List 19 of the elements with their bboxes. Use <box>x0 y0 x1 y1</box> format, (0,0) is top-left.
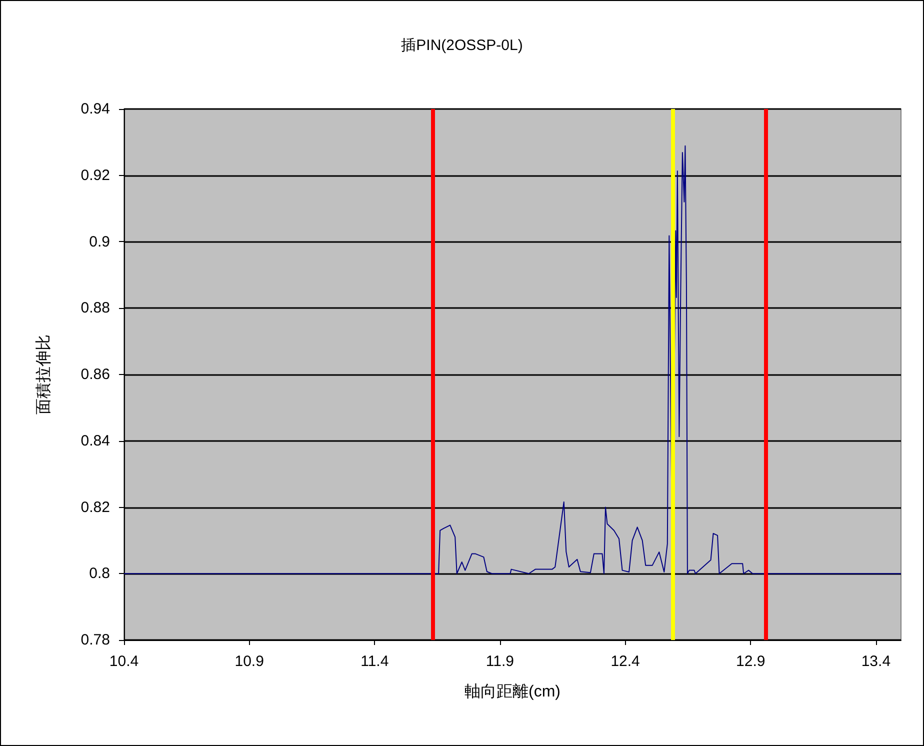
y-tick-label: 0.92 <box>80 166 110 184</box>
x-tick-label: 13.4 <box>861 653 891 670</box>
x-tick-label: 10.9 <box>234 653 264 670</box>
y-axis-title: 面積拉伸比 <box>34 334 52 414</box>
x-tick-label: 12.4 <box>610 653 640 670</box>
y-tick-label: 0.86 <box>80 366 110 383</box>
y-tick-label: 0.88 <box>80 300 110 317</box>
x-tick-label: 11.9 <box>486 653 514 670</box>
y-tick-label: 0.84 <box>80 432 110 450</box>
y-tick-label: 0.82 <box>80 498 110 516</box>
y-tick-label: 0.94 <box>80 100 110 118</box>
x-tick-label: 11.4 <box>360 653 389 670</box>
chart-title: 插PIN(2OSSP-0L) <box>401 37 523 54</box>
x-tick-label: 10.4 <box>109 653 139 670</box>
y-tick-label: 0.78 <box>80 632 110 648</box>
x-tick-label: 12.9 <box>736 653 766 670</box>
x-axis-title: 軸向距離(cm) <box>464 682 560 700</box>
y-tick-label: 0.9 <box>89 233 110 250</box>
y-tick-label: 0.8 <box>89 565 110 582</box>
